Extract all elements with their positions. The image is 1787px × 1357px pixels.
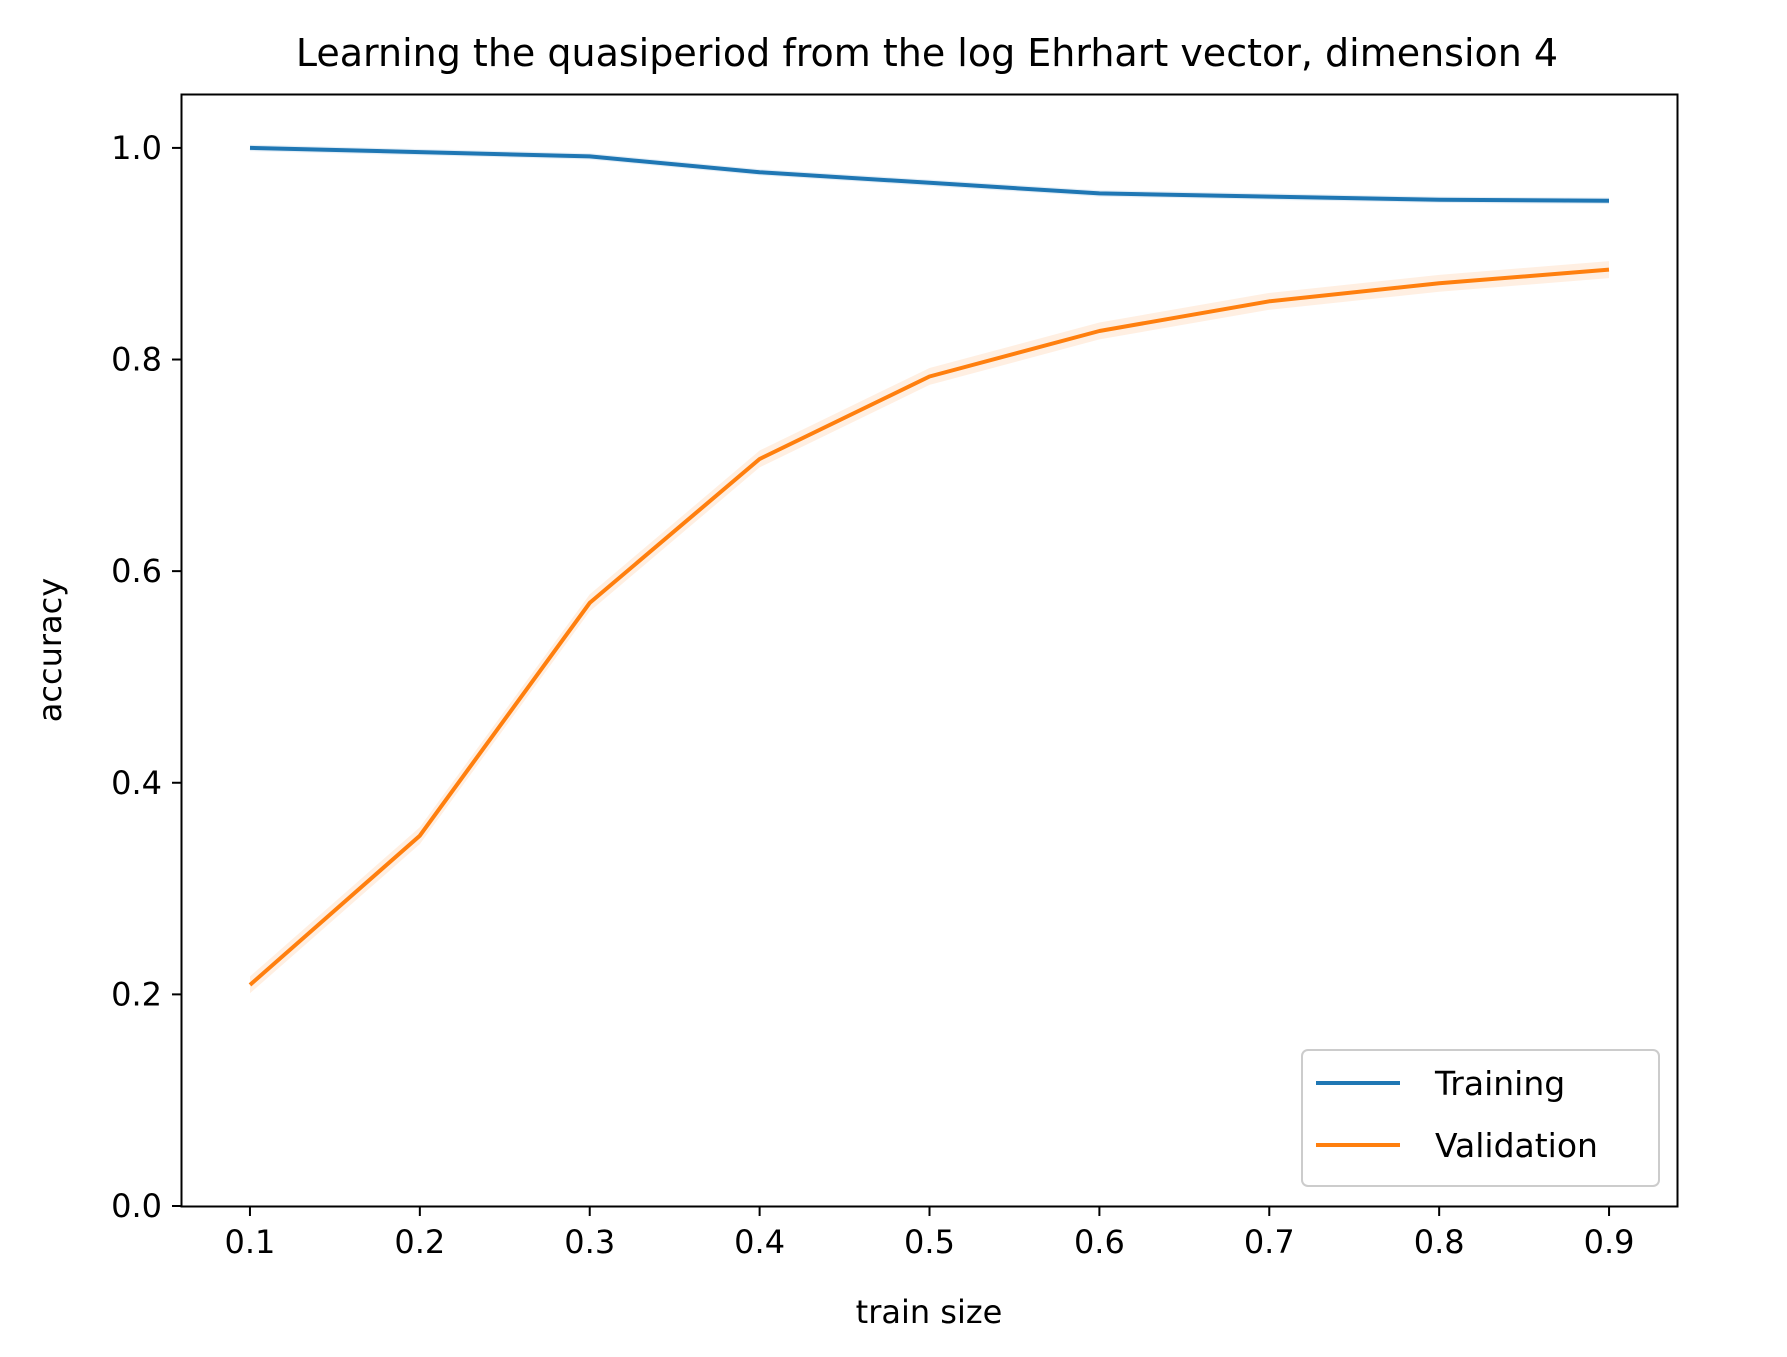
x-tick-label: 0.8 [1414,1223,1465,1261]
legend-label-training: Training [1434,1064,1565,1103]
y-tick-label: 0.6 [111,552,162,590]
x-tick-label: 0.6 [1074,1223,1125,1261]
y-tick-label: 0.0 [111,1187,162,1225]
y-tick-label: 0.4 [111,764,162,802]
legend: Training Validation [1301,1049,1660,1187]
y-tick-label: 1.0 [111,129,162,167]
x-tick-label: 0.9 [1584,1223,1635,1261]
line-validation [248,267,1610,987]
y-axis-ticks: 0.0 0.2 0.4 0.6 0.8 1.0 [111,129,182,1225]
x-tick-label: 0.1 [225,1223,276,1261]
series-lines [248,145,1610,987]
x-tick-label: 0.3 [564,1223,615,1261]
y-tick-label: 0.2 [111,975,162,1013]
confidence-bands [250,144,1609,994]
line-training [249,145,1610,203]
y-tick-label: 0.8 [111,341,162,379]
x-tick-label: 0.7 [1244,1223,1295,1261]
x-axis-label: train size [856,1293,1003,1331]
x-axis-ticks: 0.1 0.2 0.3 0.4 0.5 0.6 0.7 0.8 0.9 [225,1206,1635,1261]
band-validation [250,261,1609,994]
y-axis-label: accuracy [31,578,69,722]
plot-frame [180,93,1679,1208]
x-tick-label: 0.4 [734,1223,785,1261]
chart-title: Learning the quasiperiod from the log Eh… [296,31,1558,75]
legend-label-validation: Validation [1435,1126,1598,1165]
x-tick-label: 0.5 [904,1223,955,1261]
x-tick-label: 0.2 [394,1223,445,1261]
